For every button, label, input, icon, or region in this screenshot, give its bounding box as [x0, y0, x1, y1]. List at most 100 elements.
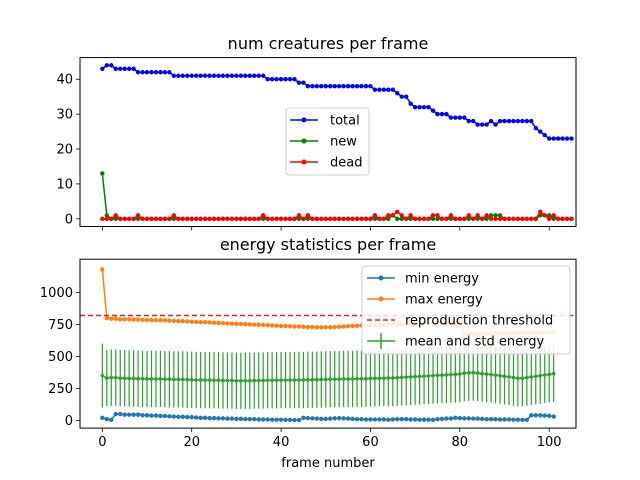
- min-energy-point: [372, 417, 378, 422]
- min-energy-point: [466, 416, 471, 421]
- creatures-dead-point: [435, 213, 440, 218]
- creatures-dead-point: [207, 216, 212, 222]
- max-energy-point: [234, 321, 239, 327]
- creatures-total-point: [524, 118, 530, 124]
- mean-energy-point: [319, 377, 324, 382]
- max-energy-point: [122, 317, 127, 322]
- creatures-dead-point: [234, 216, 239, 222]
- creatures-total-point: [462, 115, 467, 120]
- creatures-total-point: [198, 73, 203, 78]
- creatures-dead-point: [167, 216, 172, 222]
- min-energy-point: [229, 416, 235, 421]
- creatures-total-point: [256, 73, 261, 78]
- creatures-total-point: [564, 136, 570, 141]
- min-energy-point: [479, 416, 485, 422]
- min-energy-point: [345, 416, 351, 421]
- mean-energy-point: [100, 373, 105, 378]
- mean-energy-point: [194, 378, 198, 382]
- creatures-new-point: [493, 213, 498, 218]
- creatures-total-point: [211, 73, 217, 78]
- y-tick-label: 500: [48, 350, 73, 365]
- min-energy-point: [412, 417, 418, 422]
- min-energy-point: [457, 415, 463, 421]
- creatures-total-point: [533, 125, 538, 131]
- min-energy-point: [256, 417, 261, 422]
- min-energy-point: [497, 417, 503, 422]
- max-energy-point: [167, 318, 172, 323]
- max-energy-point: [225, 321, 230, 326]
- creatures-new-point: [551, 216, 556, 222]
- max-energy-point: [305, 324, 311, 330]
- min-energy-point: [511, 417, 516, 422]
- creatures-new-point: [135, 216, 141, 222]
- max-energy-point: [100, 267, 105, 272]
- mean-energy-point: [440, 373, 444, 377]
- mean-energy-point: [368, 376, 373, 381]
- min-energy-point: [225, 416, 230, 421]
- creatures-total-point: [390, 87, 395, 92]
- creatures-new-point: [475, 216, 480, 222]
- creatures-total-point: [225, 73, 230, 78]
- max-energy-point: [336, 324, 342, 329]
- x-tick-label: 20: [183, 435, 200, 450]
- mean-energy-point: [346, 377, 350, 381]
- energy-chart: energy statistics per frame 0 20 40 60 80 100…: [40, 235, 577, 471]
- creatures-total-point: [292, 77, 297, 82]
- creatures-total-point: [408, 101, 413, 106]
- creatures-total-point: [243, 73, 248, 78]
- max-energy-point: [189, 319, 194, 324]
- x-tick-label: 40: [273, 435, 290, 450]
- creatures-series-group: [100, 63, 574, 222]
- creatures-total-point: [252, 73, 257, 78]
- creatures-dead-point: [354, 216, 360, 222]
- creatures-dead-point: [100, 216, 105, 222]
- min-energy-point: [301, 415, 306, 421]
- x-tick-label: 80: [452, 435, 469, 450]
- creatures-dead-point: [403, 216, 409, 222]
- max-energy-point: [162, 318, 168, 323]
- creatures-total-point: [278, 77, 284, 82]
- mean-energy-point: [203, 378, 207, 382]
- creatures-dead-point: [390, 213, 395, 218]
- creatures-dead-point: [444, 216, 449, 222]
- min-energy-point: [305, 415, 311, 421]
- creatures-new-point: [386, 216, 391, 222]
- mean-energy-point: [355, 376, 359, 381]
- min-energy-point: [462, 416, 467, 421]
- mean-energy-point: [323, 377, 328, 382]
- creatures-total-point: [488, 118, 494, 124]
- creatures-dead-point: [252, 216, 257, 222]
- creatures-total-point: [421, 104, 427, 110]
- max-energy-point: [211, 320, 217, 325]
- min-energy-point: [444, 416, 449, 421]
- creatures-total-point: [269, 77, 275, 82]
- creatures-new-point: [408, 216, 413, 222]
- creatures-total-point: [417, 104, 422, 110]
- creatures-dead-point: [113, 213, 118, 218]
- mean-energy-point: [248, 378, 252, 383]
- min-energy-point: [538, 413, 543, 418]
- max-energy-point: [238, 321, 244, 327]
- min-energy-point: [100, 415, 105, 421]
- creatures-total-point: [265, 77, 270, 82]
- creatures-dead-point: [555, 216, 561, 222]
- creatures-total-point: [261, 73, 266, 78]
- max-energy-point: [153, 317, 159, 323]
- creatures-total-point: [336, 84, 342, 89]
- mean-energy-point: [431, 373, 435, 378]
- creatures-total-point: [354, 84, 360, 89]
- mean-energy-point: [413, 374, 417, 379]
- y-tick-label: 1000: [40, 286, 73, 301]
- creatures-total-point: [310, 84, 315, 89]
- mean-energy-point: [279, 378, 283, 382]
- mean-energy-point: [466, 371, 471, 375]
- creatures-new-point: [395, 216, 400, 222]
- creatures-total-point: [479, 122, 485, 127]
- min-energy-point: [421, 417, 427, 422]
- min-energy-point: [368, 417, 373, 422]
- min-energy-point: [234, 416, 239, 422]
- creatures-new-point: [261, 216, 266, 222]
- creatures-dead-point: [462, 216, 467, 222]
- creatures-dead-point: [109, 216, 114, 222]
- max-energy-point: [345, 324, 351, 329]
